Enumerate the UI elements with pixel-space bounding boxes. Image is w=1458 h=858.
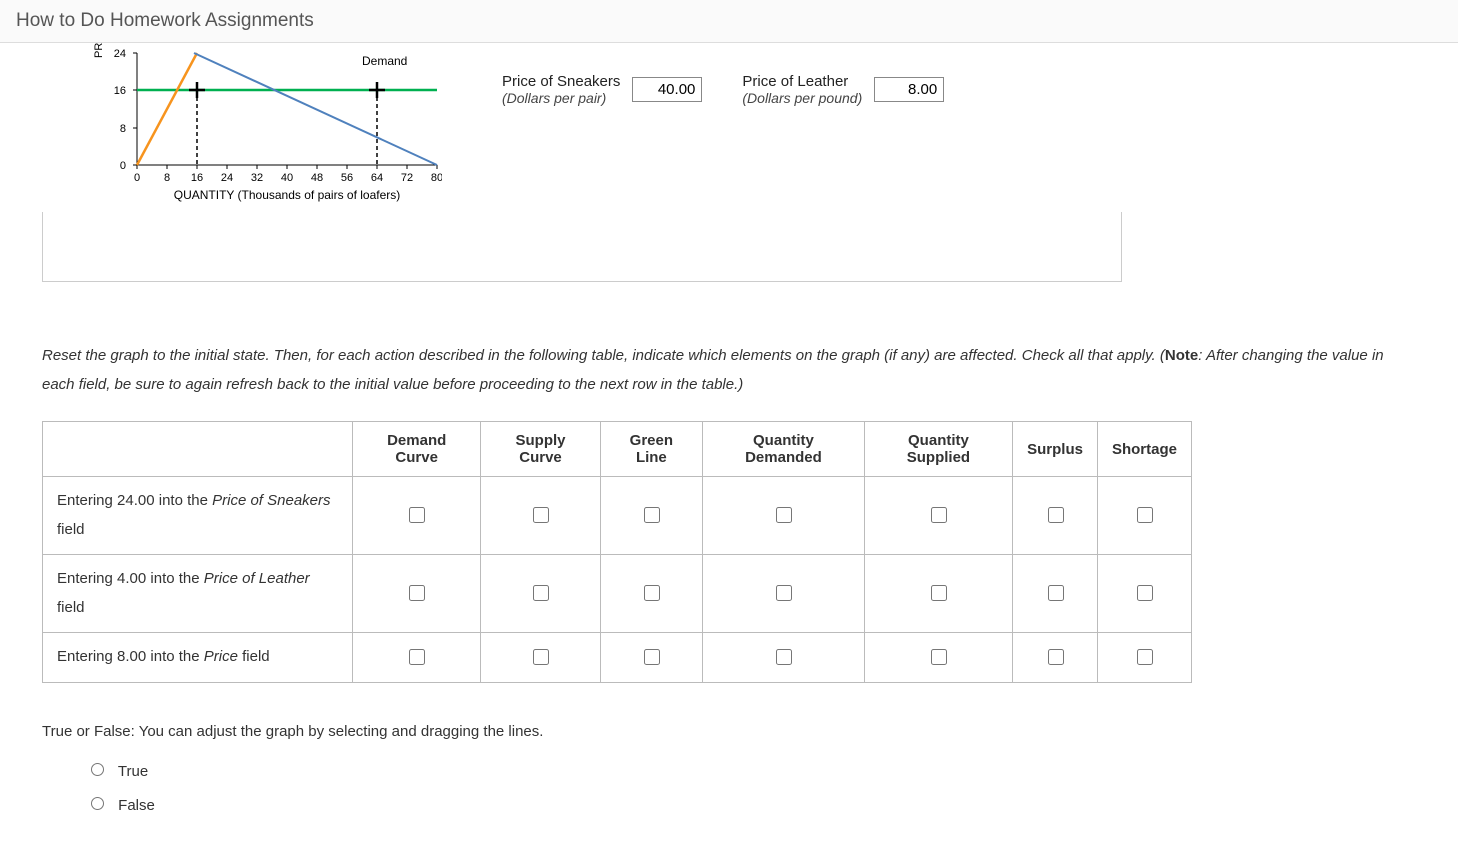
- svg-text:24: 24: [221, 172, 233, 184]
- x-axis-label: QUANTITY (Thousands of pairs of loafers): [174, 188, 401, 202]
- svg-text:16: 16: [191, 172, 203, 184]
- header-green-line: Green Line: [600, 422, 703, 477]
- true-false-options: True False: [42, 760, 1416, 814]
- checkbox[interactable]: [1137, 507, 1153, 523]
- true-false-question: True or False: You can adjust the graph …: [42, 723, 1416, 740]
- checkbox[interactable]: [931, 649, 947, 665]
- price-leather-label: Price of Leather (Dollars per pound): [742, 73, 862, 106]
- header-blank: [43, 422, 353, 477]
- checkbox[interactable]: [1048, 649, 1064, 665]
- row-label: Entering 4.00 into the Price of Leather …: [43, 555, 353, 633]
- svg-text:48: 48: [311, 172, 323, 184]
- price-leather-input[interactable]: [874, 77, 944, 102]
- svg-text:0: 0: [120, 160, 126, 172]
- checkbox[interactable]: [409, 649, 425, 665]
- header-supply-curve: Supply Curve: [481, 422, 600, 477]
- checkbox[interactable]: [776, 649, 792, 665]
- checkbox[interactable]: [533, 507, 549, 523]
- header-qty-supplied: Quantity Supplied: [864, 422, 1012, 477]
- y-axis-label-fragment: PRI: [93, 43, 105, 58]
- graph-panel-border: [42, 212, 1122, 282]
- radio-true[interactable]: [91, 763, 104, 776]
- checkbox[interactable]: [931, 507, 947, 523]
- table-row: Entering 24.00 into the Price of Sneaker…: [43, 477, 1192, 555]
- marker-supply-intersect: [189, 82, 205, 165]
- header-surplus: Surplus: [1013, 422, 1098, 477]
- row-label: Entering 8.00 into the Price field: [43, 633, 353, 683]
- demand-curve[interactable]: [194, 53, 437, 165]
- content-area: 24 16 8 0 0 8 16 24 32 40 48 5: [0, 43, 1458, 858]
- input-fields: Price of Sneakers (Dollars per pair) Pri…: [502, 43, 944, 106]
- svg-text:24: 24: [114, 48, 126, 60]
- checkbox[interactable]: [931, 585, 947, 601]
- table-row: Entering 8.00 into the Price field: [43, 633, 1192, 683]
- svg-text:56: 56: [341, 172, 353, 184]
- page-header: How to Do Homework Assignments: [0, 0, 1458, 43]
- checkbox[interactable]: [409, 585, 425, 601]
- y-ticks: 24 16 8 0: [114, 48, 137, 172]
- svg-text:80: 80: [431, 172, 442, 184]
- page-title: How to Do Homework Assignments: [16, 10, 314, 31]
- instructions-text: Reset the graph to the initial state. Th…: [42, 342, 1416, 399]
- checkbox[interactable]: [409, 507, 425, 523]
- svg-text:32: 32: [251, 172, 263, 184]
- checkbox[interactable]: [644, 649, 660, 665]
- svg-text:72: 72: [401, 172, 413, 184]
- price-sneakers-label: Price of Sneakers (Dollars per pair): [502, 73, 620, 106]
- chart-svg: 24 16 8 0 0 8 16 24 32 40 48 5: [42, 43, 442, 213]
- header-qty-demanded: Quantity Demanded: [703, 422, 865, 477]
- marker-demand-intersect: [369, 82, 385, 165]
- option-true[interactable]: True: [86, 760, 1416, 780]
- checkbox[interactable]: [533, 649, 549, 665]
- x-ticks: 0 8 16 24 32 40 48 56 64 72 80: [134, 165, 442, 184]
- effects-table: Demand Curve Supply Curve Green Line Qua…: [42, 421, 1192, 683]
- checkbox[interactable]: [644, 585, 660, 601]
- header-shortage: Shortage: [1097, 422, 1191, 477]
- demand-label: Demand: [362, 54, 407, 68]
- supply-curve[interactable]: [137, 53, 197, 165]
- checkbox[interactable]: [776, 585, 792, 601]
- price-sneakers-input[interactable]: [632, 77, 702, 102]
- svg-text:64: 64: [371, 172, 383, 184]
- checkbox[interactable]: [533, 585, 549, 601]
- svg-text:8: 8: [164, 172, 170, 184]
- table-row: Entering 4.00 into the Price of Leather …: [43, 555, 1192, 633]
- svg-text:16: 16: [114, 85, 126, 97]
- table-header-row: Demand Curve Supply Curve Green Line Qua…: [43, 422, 1192, 477]
- checkbox[interactable]: [1137, 649, 1153, 665]
- checkbox[interactable]: [1048, 585, 1064, 601]
- price-leather-group: Price of Leather (Dollars per pound): [742, 73, 944, 106]
- radio-false[interactable]: [91, 797, 104, 810]
- svg-text:40: 40: [281, 172, 293, 184]
- svg-text:0: 0: [134, 172, 140, 184]
- checkbox[interactable]: [1137, 585, 1153, 601]
- price-sneakers-group: Price of Sneakers (Dollars per pair): [502, 73, 702, 106]
- chart-axes: [137, 53, 437, 165]
- header-demand-curve: Demand Curve: [353, 422, 481, 477]
- checkbox[interactable]: [1048, 507, 1064, 523]
- graph-and-fields-row: 24 16 8 0 0 8 16 24 32 40 48 5: [42, 43, 1416, 213]
- supply-demand-chart: 24 16 8 0 0 8 16 24 32 40 48 5: [42, 43, 442, 213]
- checkbox[interactable]: [644, 507, 660, 523]
- row-label: Entering 24.00 into the Price of Sneaker…: [43, 477, 353, 555]
- checkbox[interactable]: [776, 507, 792, 523]
- option-false[interactable]: False: [86, 794, 1416, 814]
- svg-text:8: 8: [120, 123, 126, 135]
